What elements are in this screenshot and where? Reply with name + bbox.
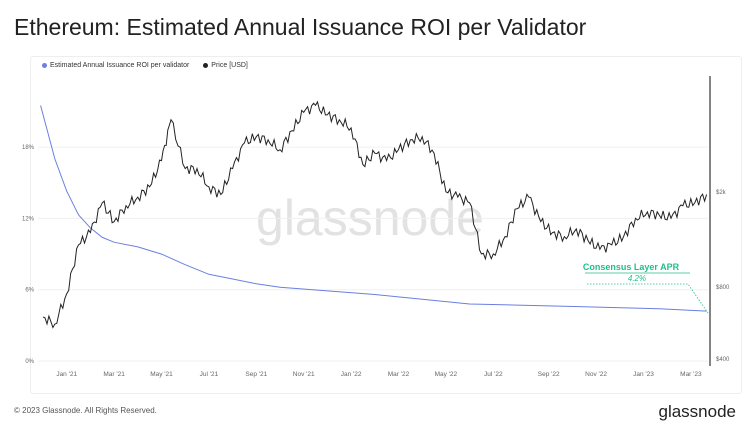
legend: Estimated Annual Issuance ROI per valida… [42, 62, 248, 69]
series-roi-line [40, 105, 707, 312]
annotation-leader [587, 283, 709, 314]
x-tick: Jan '21 [56, 371, 77, 378]
x-tick: Mar '23 [680, 371, 702, 378]
legend-item-price[interactable]: Price [USD] [203, 62, 248, 69]
chart-title: Ethereum: Estimated Annual Issuance ROI … [14, 14, 587, 40]
legend-dot-icon [203, 62, 209, 68]
annotation-label: Consensus Layer APR [583, 262, 680, 272]
x-tick: Mar '21 [103, 371, 125, 378]
x-tick: Nov '22 [585, 371, 607, 378]
x-tick: Jan '22 [341, 371, 362, 378]
y-tick-right: $400 [716, 357, 730, 363]
legend-label: Estimated Annual Issuance ROI per valida… [50, 62, 190, 69]
x-tick: Nov '21 [293, 371, 315, 378]
x-tick: Jul '21 [200, 371, 219, 378]
y-tick-right: $2k [716, 190, 727, 196]
legend-item-roi[interactable]: Estimated Annual Issuance ROI per valida… [42, 62, 189, 69]
y-tick-right: $800 [716, 285, 730, 291]
chart-panel [30, 56, 742, 394]
x-tick: May '22 [435, 371, 458, 378]
legend-dot-icon [42, 62, 47, 68]
x-tick: Jul '22 [484, 371, 503, 378]
series-price-line [42, 100, 708, 329]
x-tick: Sep '21 [245, 371, 267, 378]
annotation-value: 4.2% [628, 274, 646, 283]
legend-label: Price [USD] [211, 62, 248, 69]
brand-logo: glassnode [658, 402, 736, 421]
y-tick-left: 18% [22, 145, 35, 151]
x-tick: Mar '22 [388, 371, 410, 378]
x-tick: Sep '22 [538, 371, 560, 378]
y-tick-left: 12% [22, 216, 35, 222]
x-tick: Jan '23 [633, 371, 654, 378]
y-tick-left: 6% [25, 288, 34, 294]
y-tick-left: 0% [25, 359, 34, 365]
x-tick: May '21 [150, 371, 173, 378]
copyright: © 2023 Glassnode. All Rights Reserved. [14, 406, 157, 415]
